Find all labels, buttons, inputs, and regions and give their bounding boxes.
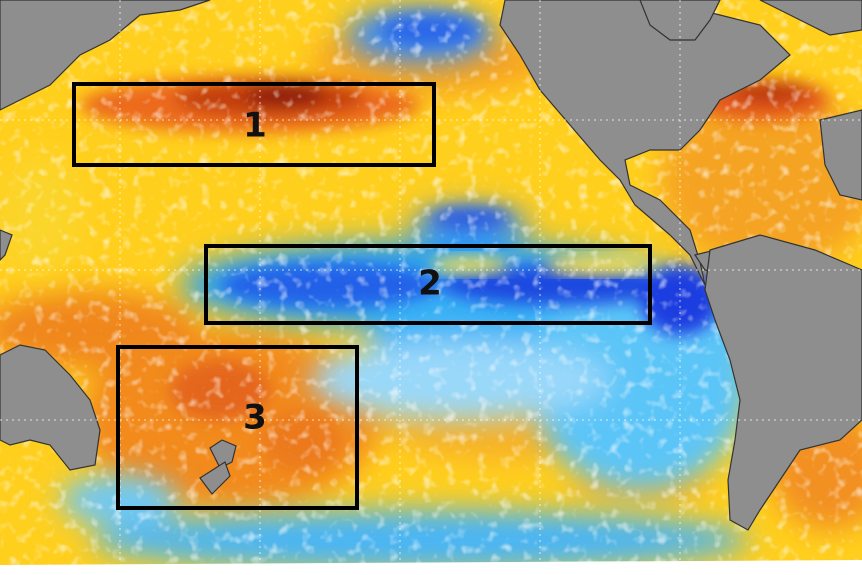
region-1: 1	[72, 82, 436, 167]
region-1-label: 1	[243, 106, 267, 146]
landmass-africa	[819, 109, 862, 201]
landmass-asia-west	[0, 229, 13, 261]
landmass-north-america	[499, 0, 791, 286]
region-3-box	[116, 345, 359, 510]
region-2-label: 2	[418, 264, 442, 304]
landmass-antarctica	[0, 560, 862, 575]
region-1-box	[72, 82, 436, 167]
landmass-new-zealand-south	[199, 461, 231, 495]
landmass-south-america	[704, 234, 862, 531]
landmass-asia-north	[0, 0, 211, 111]
region-3-label: 3	[243, 398, 267, 438]
region-2: 2	[204, 244, 652, 325]
region-2-box	[204, 244, 652, 325]
region-3: 3	[116, 345, 359, 510]
landmass-new-zealand-north	[209, 439, 237, 469]
region-boxes: 1 2 3	[72, 82, 652, 510]
landmass-australia	[0, 344, 101, 471]
landmass-arctic-islands	[759, 0, 862, 36]
